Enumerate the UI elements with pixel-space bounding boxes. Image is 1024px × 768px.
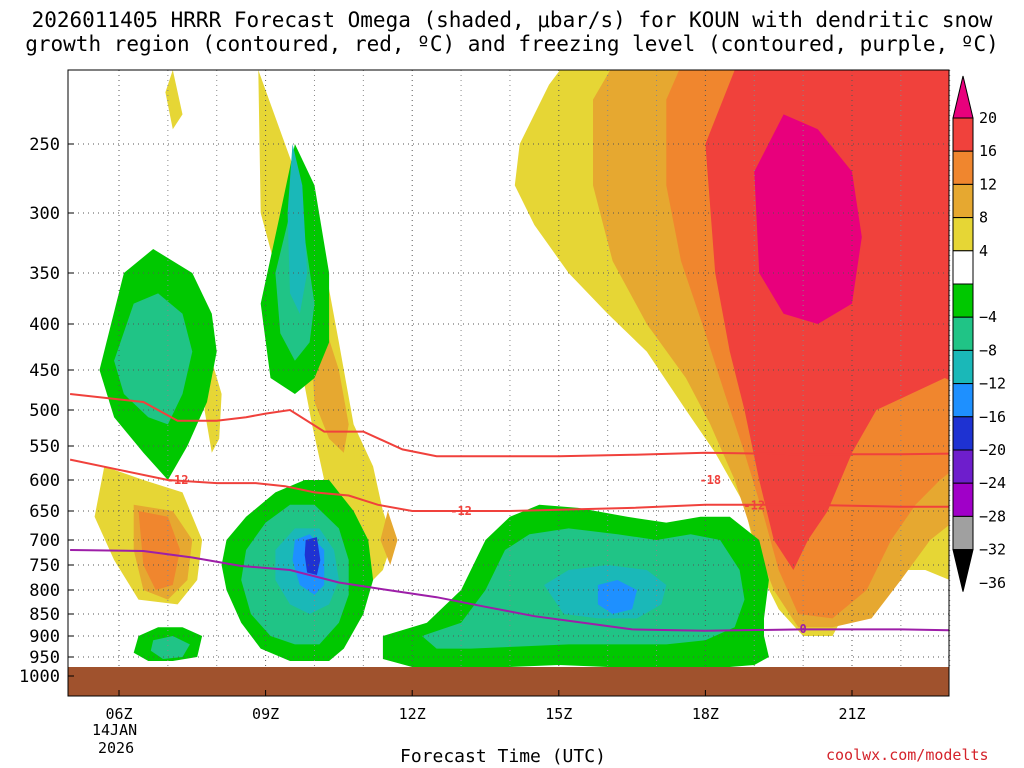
ytick-label-1000: 1000: [19, 667, 60, 687]
contour-line-1: [69, 458, 949, 512]
ytick-label-400: 400: [29, 315, 60, 335]
omega-region-23: [150, 636, 190, 659]
contour-line-0: [69, 393, 949, 458]
x-axis-label: Forecast Time (UTC): [400, 746, 606, 767]
colorbar-bin-2: [952, 150, 974, 185]
xtick-label-12Z: 12Z: [399, 705, 426, 723]
ytick-label-850: 850: [29, 605, 60, 625]
plot-frame: [67, 69, 950, 697]
contour-label-4: 0: [800, 622, 807, 636]
ytick-label-300: 300: [29, 204, 60, 224]
colorbar-bin-5: [952, 250, 974, 285]
ytick-label-800: 800: [29, 581, 60, 601]
xtick-label-18Z: 18Z: [692, 705, 719, 723]
colorbar-label-10: −24: [979, 474, 1006, 492]
temperature-contours: [69, 393, 949, 632]
xtick-label-15Z: 15Z: [545, 705, 572, 723]
chart-title-line1: 2026011405 HRRR Forecast Omega (shaded, …: [31, 8, 993, 32]
colorbar-label-7: −12: [979, 375, 1006, 393]
omega-region-13: [754, 114, 862, 325]
colorbar-bin-8: [952, 349, 974, 385]
omega-shading: [94, 70, 1023, 667]
ytick-label-650: 650: [29, 502, 60, 522]
colorbar-bin-10: [952, 416, 974, 451]
colorbar-label-0: 20: [979, 109, 997, 127]
ytick-label-350: 350: [29, 264, 60, 284]
contour-label-3: -12: [743, 498, 765, 512]
colorbar-bin-12: [952, 482, 974, 517]
colorbar-bin-4: [952, 217, 974, 252]
credit-link[interactable]: coolwx.com/modelts: [826, 746, 989, 764]
y-axis-ticks: 2503003504004505005506006507007508008509…: [19, 135, 74, 687]
colorbar-bin-6: [952, 283, 974, 318]
colorbar-triangle-bottom: [952, 549, 974, 592]
colorbar-bin-1: [952, 117, 974, 152]
omega-region-26: [287, 144, 308, 314]
contour-labels: -18 -12 -12 -12 0: [167, 473, 807, 636]
contour-label-0: -18: [699, 473, 721, 487]
colorbar-label-11: −28: [979, 507, 1006, 525]
colorbar-bin-7: [952, 316, 974, 351]
ytick-label-900: 900: [29, 627, 60, 647]
ground-surface: [68, 667, 949, 696]
colorbar-label-3: 8: [979, 209, 988, 227]
contour-label-2: -12: [450, 504, 472, 518]
contour-label-1: -12: [167, 473, 189, 487]
x-axis-date-year: 2026: [98, 739, 135, 757]
ytick-label-550: 550: [29, 437, 60, 457]
x-axis-ticks: 06Z 09Z 12Z 15Z 18Z 21Z: [105, 690, 866, 723]
omega-region-20: [114, 293, 193, 425]
ytick-label-950: 950: [29, 648, 60, 668]
x-axis-date-month: 14JAN: [92, 721, 138, 739]
colorbar-bin-9: [952, 383, 974, 418]
colorbar-label-6: −8: [979, 341, 997, 359]
xtick-label-21Z: 21Z: [838, 705, 865, 723]
colorbar: 20 16 12 8 4 −4 −8 −12 −16 −20 −24 −28 −32 −36: [952, 75, 1006, 592]
omega-region-10: [138, 511, 181, 590]
colorbar-bin-11: [952, 449, 974, 484]
ytick-label-750: 750: [29, 556, 60, 576]
colorbar-label-8: −16: [979, 408, 1006, 426]
xtick-label-09Z: 09Z: [252, 705, 279, 723]
colorbar-label-4: 4: [979, 242, 988, 260]
colorbar-label-2: 12: [979, 175, 997, 193]
colorbar-bin-13: [952, 515, 974, 551]
ytick-label-450: 450: [29, 361, 60, 381]
xtick-label-06Z: 06Z: [105, 705, 132, 723]
ytick-label-600: 600: [29, 471, 60, 491]
ytick-label-700: 700: [29, 531, 60, 551]
colorbar-label-12: −32: [979, 541, 1006, 559]
omega-region-7: [380, 511, 398, 565]
omega-region-30: [304, 537, 321, 575]
chart-title-line2: growth region (contoured, red, ºC) and f…: [25, 32, 999, 56]
colorbar-label-13: −36: [979, 574, 1006, 592]
colorbar-bin-3: [952, 183, 974, 219]
colorbar-label-5: −4: [979, 308, 997, 326]
colorbar-label-9: −20: [979, 441, 1006, 459]
ytick-label-500: 500: [29, 401, 60, 421]
ytick-label-250: 250: [29, 135, 60, 155]
omega-region-4: [165, 70, 183, 130]
colorbar-triangle-top: [952, 75, 974, 119]
contour-line-4: [70, 549, 949, 632]
omega-region-14: [999, 273, 1023, 378]
colorbar-label-1: 16: [979, 142, 997, 160]
